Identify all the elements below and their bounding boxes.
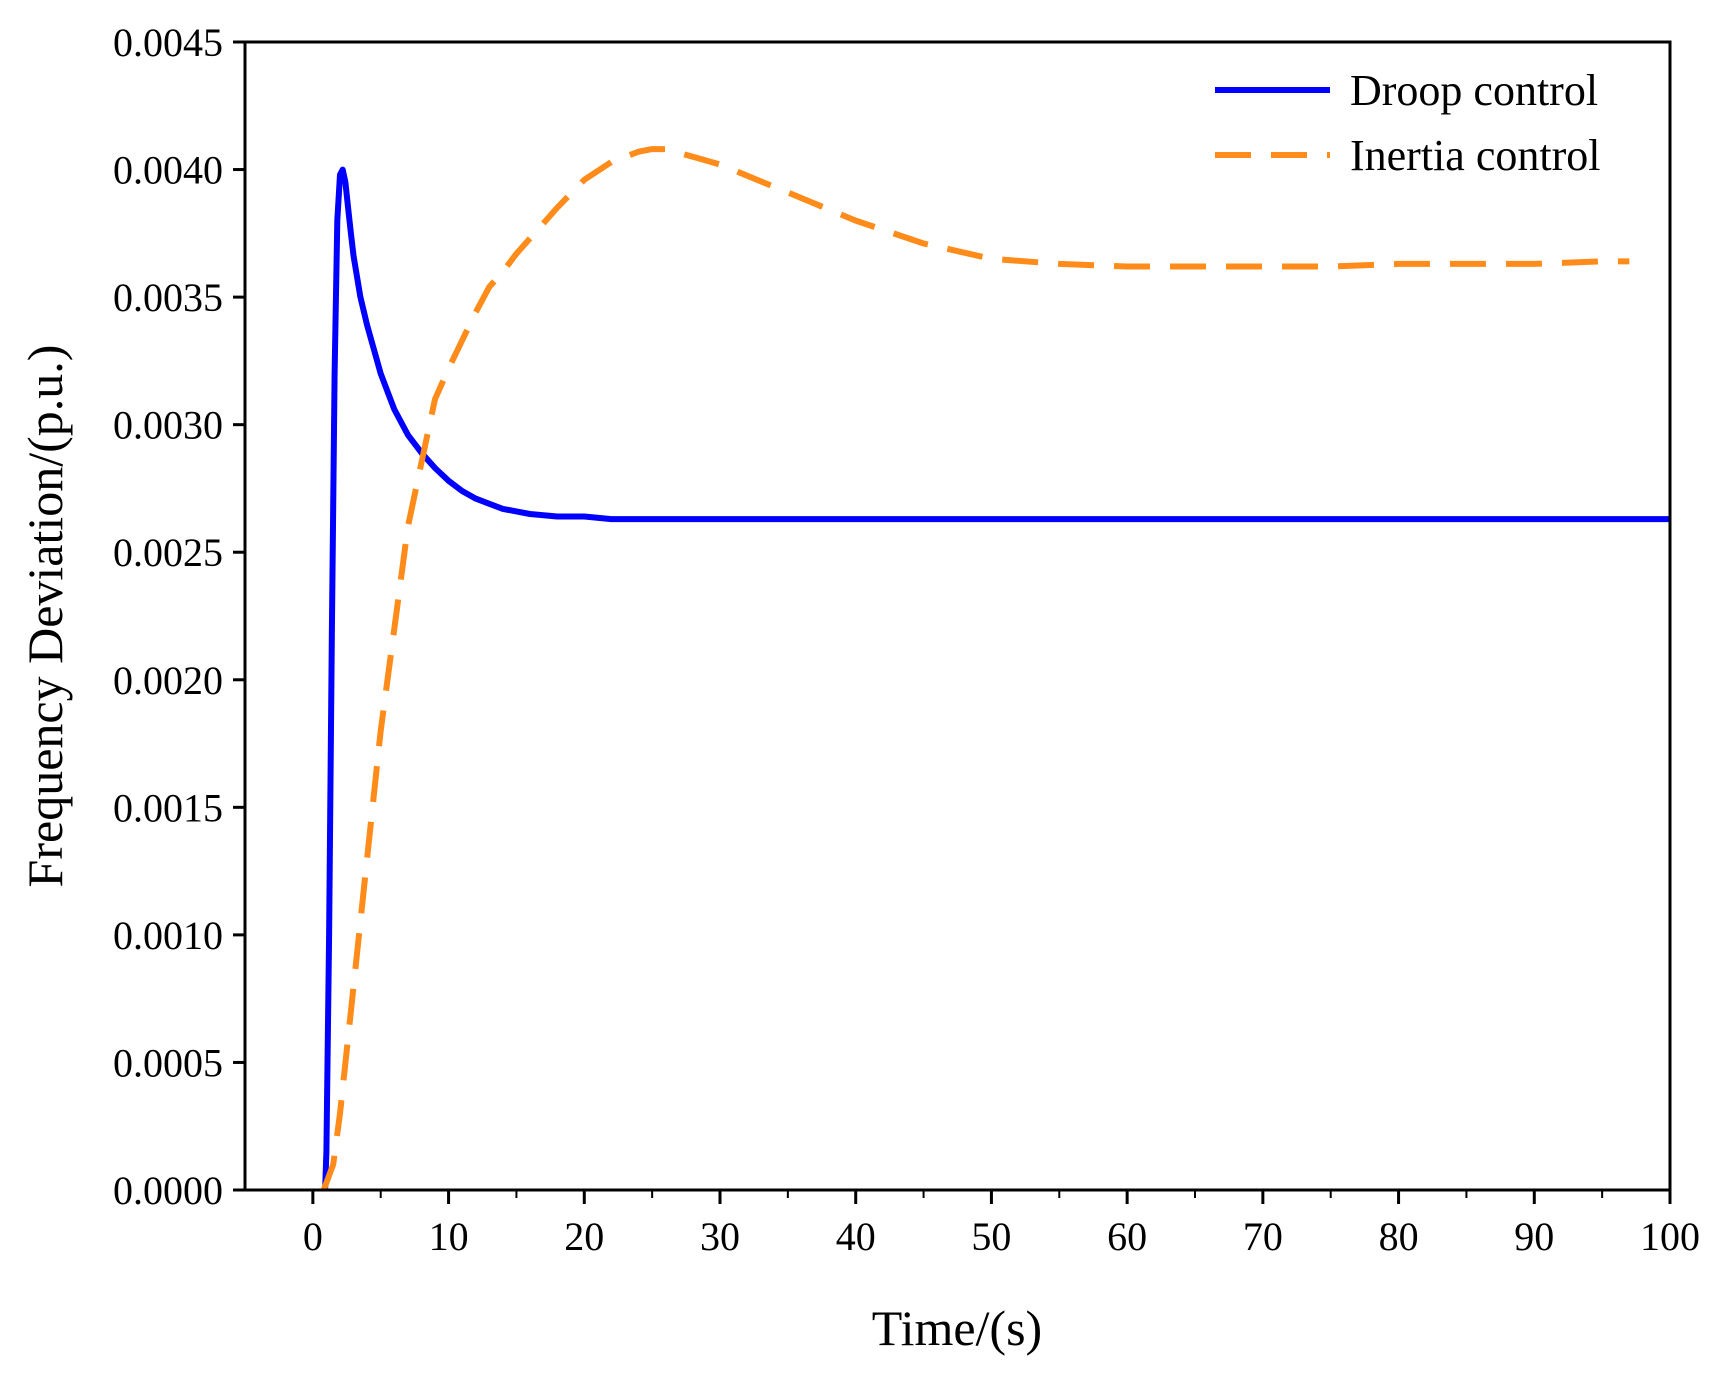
x-tick-label: 90 — [1514, 1214, 1554, 1259]
x-tick-label: 20 — [564, 1214, 604, 1259]
y-tick-label: 0.0045 — [113, 20, 223, 65]
x-tick-label: 60 — [1107, 1214, 1147, 1259]
legend-label: Inertia control — [1350, 131, 1600, 180]
y-tick-label: 0.0015 — [113, 785, 223, 830]
y-axis: 0.0000 0.0005 0.0010 0.0015 0.0020 0.0025 0.00… — [113, 20, 245, 1213]
x-tick-label: 80 — [1379, 1214, 1419, 1259]
series-line-inertia-control — [320, 146, 1630, 1192]
x-tick-label: 10 — [429, 1214, 469, 1259]
plot-lines — [320, 146, 1670, 1192]
x-tick-label: 50 — [971, 1214, 1011, 1259]
legend: Droop control Inertia control — [1215, 66, 1600, 180]
y-tick-label: 0.0020 — [113, 658, 223, 703]
y-tick-label: 0.0040 — [113, 148, 223, 193]
y-tick-label: 0.0005 — [113, 1040, 223, 1085]
x-tick-label: 70 — [1243, 1214, 1283, 1259]
x-tick-label: 40 — [836, 1214, 876, 1259]
x-axis: 0 10 20 30 40 50 60 70 80 90 100 — [303, 1190, 1700, 1259]
y-tick-label: 0.0030 — [113, 403, 223, 448]
y-axis-title: Frequency Deviation/(p.u.) — [17, 345, 73, 888]
x-tick-label: 100 — [1640, 1214, 1700, 1259]
x-axis-title: Time/(s) — [872, 1300, 1042, 1356]
y-tick-label: 0.0000 — [113, 1168, 223, 1213]
x-tick-label: 0 — [303, 1214, 323, 1259]
legend-label: Droop control — [1350, 66, 1598, 115]
y-tick-label: 0.0025 — [113, 530, 223, 575]
series-line-droop-control — [322, 166, 1670, 1191]
y-tick-label: 0.0035 — [113, 275, 223, 320]
x-tick-label: 30 — [700, 1214, 740, 1259]
y-tick-label: 0.0010 — [113, 913, 223, 958]
plot-frame — [243, 40, 1672, 1192]
